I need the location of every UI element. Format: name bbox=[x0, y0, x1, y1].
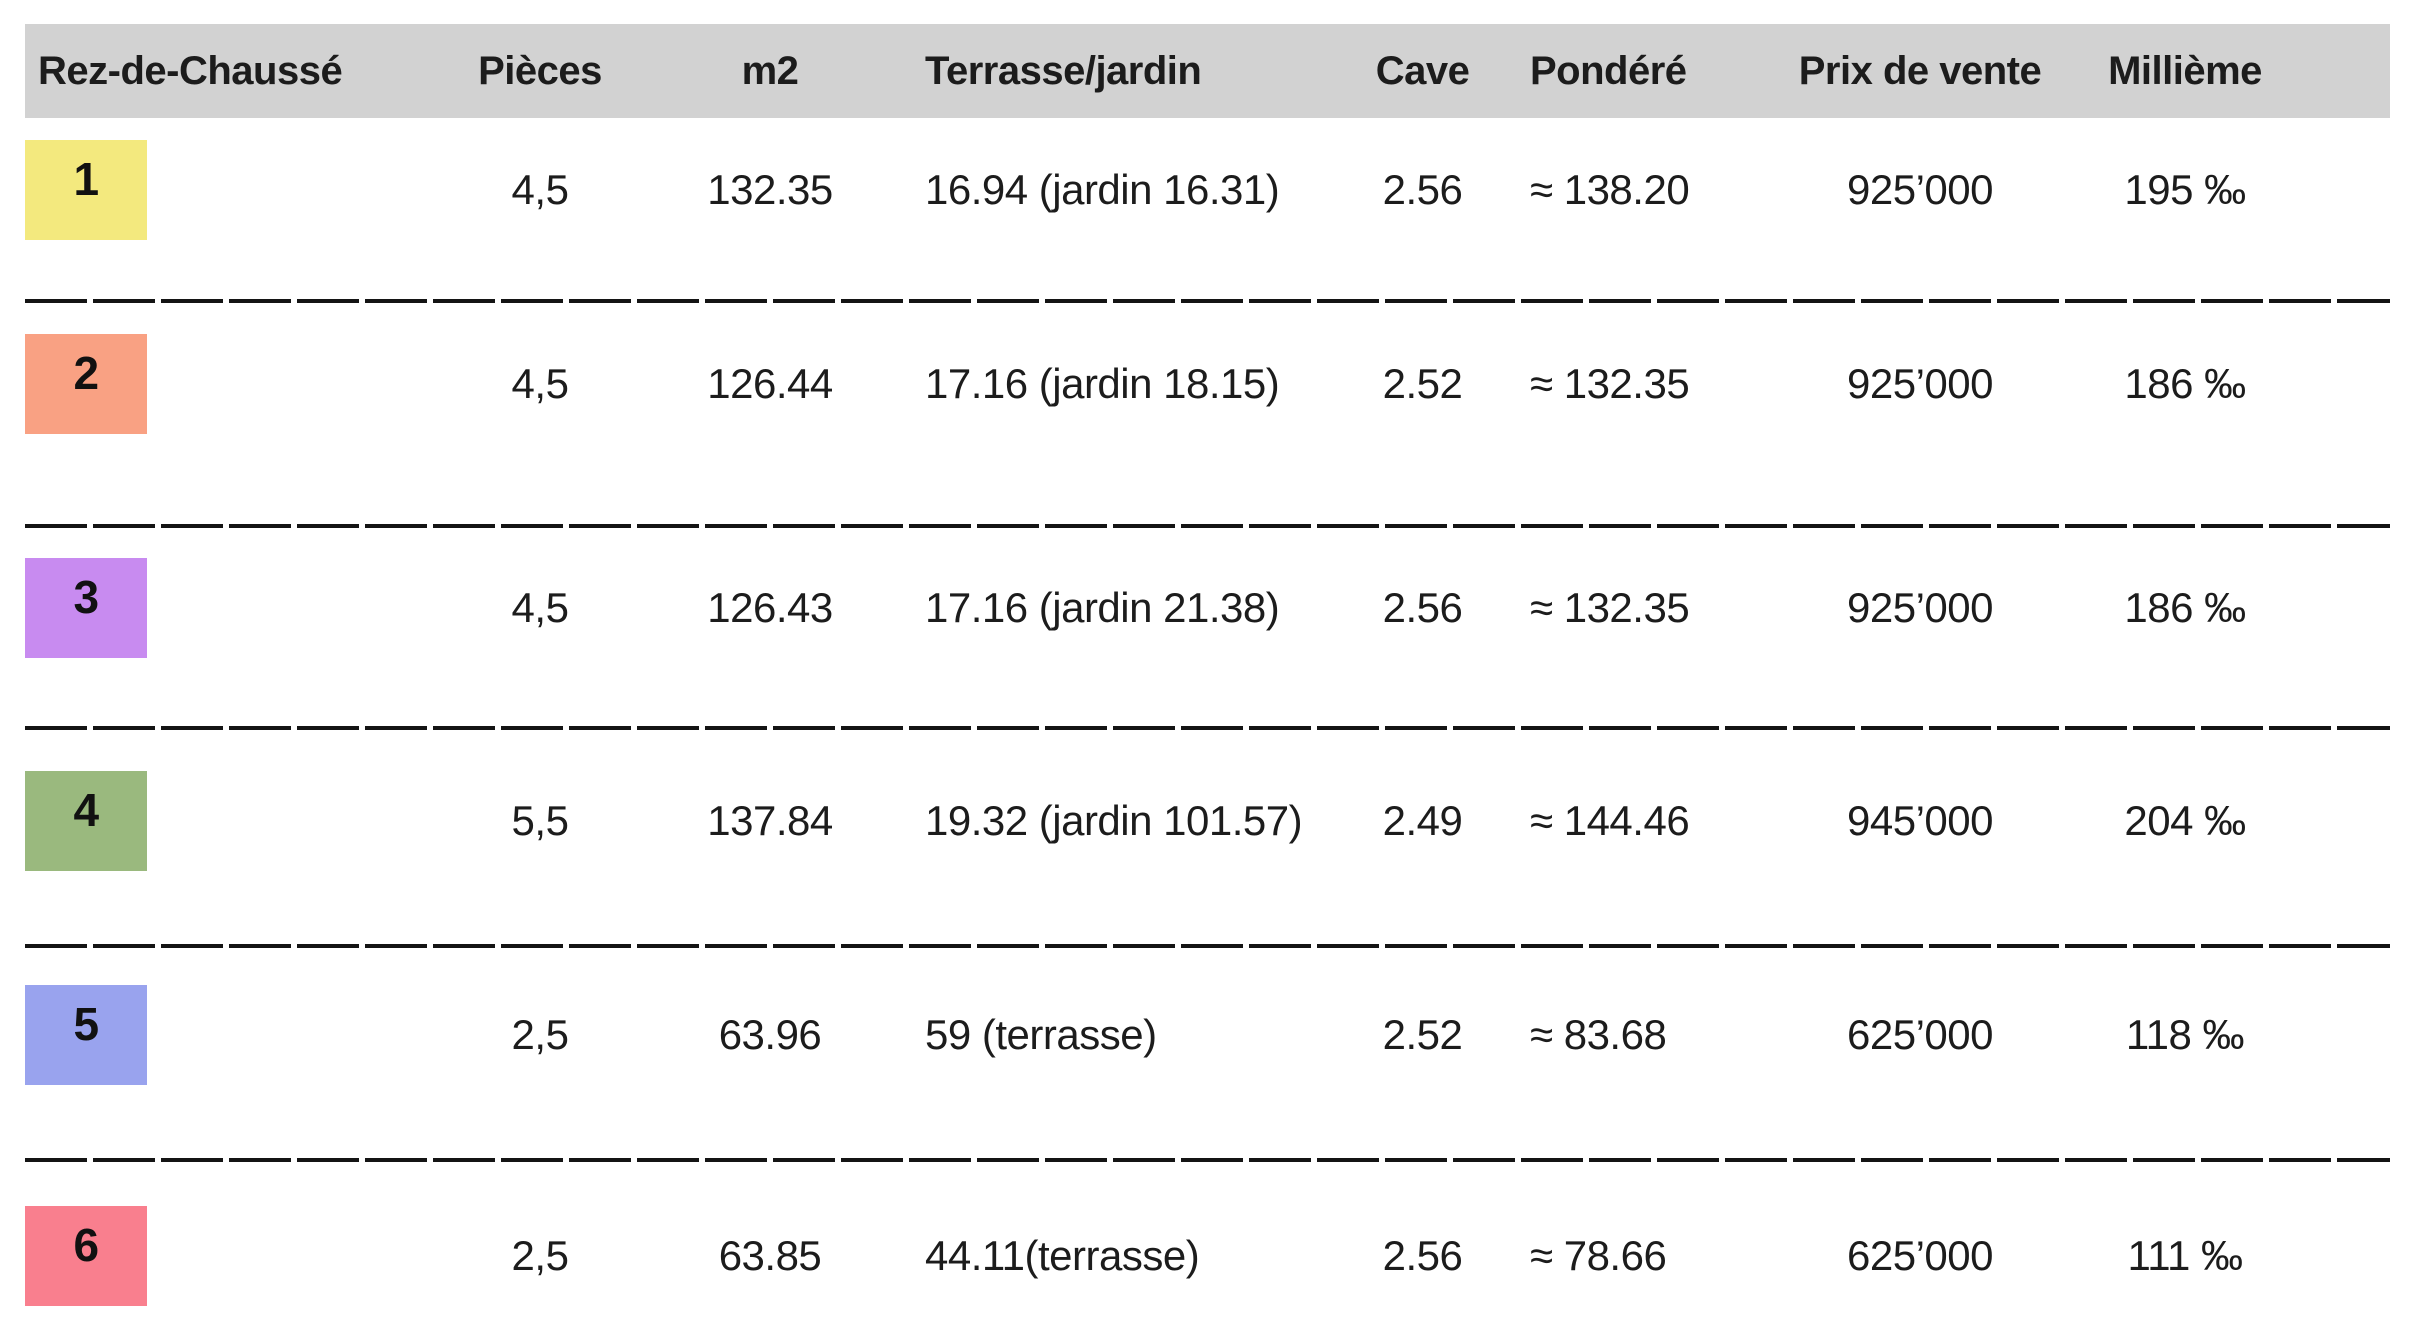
cell-pondere: ≈ 144.46 bbox=[1530, 797, 1690, 844]
column-header-pieces: Pièces bbox=[478, 48, 602, 93]
cell-prix: 925’000 bbox=[1847, 166, 1993, 213]
cell-pieces: 2,5 bbox=[511, 1011, 569, 1058]
cell-pieces: 5,5 bbox=[511, 797, 569, 844]
unit-badge: 2 bbox=[25, 334, 147, 434]
cell-m2: 126.43 bbox=[707, 584, 833, 631]
unit-badge: 5 bbox=[25, 985, 147, 1085]
column-header-terrasse-jardin: Terrasse/jardin bbox=[925, 48, 1202, 93]
cell-millieme: 111 ‰ bbox=[2127, 1232, 2243, 1279]
column-header-rez-de-chausse: Rez-de-Chaussé bbox=[38, 48, 343, 93]
table-row: 2 4,5 126.44 17.16 (jardin 18.15) 2.52 ≈… bbox=[25, 303, 2390, 528]
unit-badge: 6 bbox=[25, 1206, 147, 1306]
table-row: 1 4,5 132.35 16.94 (jardin 16.31) 2.56 ≈… bbox=[25, 118, 2390, 303]
row-divider bbox=[25, 726, 2390, 730]
cell-prix: 945’000 bbox=[1847, 797, 1993, 844]
cell-cave: 2.56 bbox=[1382, 1232, 1463, 1279]
table-row: 4 5,5 137.84 19.32 (jardin 101.57) 2.49 … bbox=[25, 730, 2390, 948]
cell-cave: 2.52 bbox=[1382, 360, 1463, 407]
cell-cave: 2.52 bbox=[1382, 1011, 1463, 1058]
column-header-pondere: Pondéré bbox=[1530, 48, 1687, 93]
cell-millieme: 186 ‰ bbox=[2124, 584, 2246, 631]
cell-m2: 63.96 bbox=[718, 1011, 822, 1058]
table-row: 5 2,5 63.96 59 (terrasse) 2.52 ≈ 83.68 6… bbox=[25, 948, 2390, 1162]
cell-m2: 63.85 bbox=[718, 1232, 822, 1279]
cell-millieme: 186 ‰ bbox=[2124, 360, 2246, 407]
cell-prix: 625’000 bbox=[1847, 1011, 1993, 1058]
cell-millieme: 118 ‰ bbox=[2125, 1011, 2245, 1058]
cell-pieces: 4,5 bbox=[511, 360, 569, 407]
cell-cave: 2.56 bbox=[1382, 584, 1463, 631]
cell-pieces: 4,5 bbox=[511, 166, 569, 213]
cell-terrasse: 16.94 (jardin 16.31) bbox=[925, 166, 1280, 213]
unit-badge: 1 bbox=[25, 140, 147, 240]
cell-pondere: ≈ 132.35 bbox=[1530, 584, 1690, 631]
cell-cave: 2.49 bbox=[1382, 797, 1463, 844]
cell-m2: 132.35 bbox=[707, 166, 833, 213]
cell-m2: 137.84 bbox=[707, 797, 833, 844]
row-divider bbox=[25, 1158, 2390, 1162]
column-header-cave: Cave bbox=[1375, 48, 1470, 93]
cell-m2: 126.44 bbox=[707, 360, 833, 407]
cell-pondere: ≈ 138.20 bbox=[1530, 166, 1690, 213]
unit-badge: 4 bbox=[25, 771, 147, 871]
cell-terrasse: 19.32 (jardin 101.57) bbox=[925, 797, 1303, 844]
cell-pondere: ≈ 132.35 bbox=[1530, 360, 1690, 407]
cell-millieme: 204 ‰ bbox=[2124, 797, 2246, 844]
cell-pieces: 2,5 bbox=[511, 1232, 569, 1279]
cell-prix: 925’000 bbox=[1847, 584, 1993, 631]
cell-prix: 625’000 bbox=[1847, 1232, 1993, 1279]
cell-pondere: ≈ 83.68 bbox=[1530, 1011, 1667, 1058]
price-table-sheet: Rez-de-Chaussé Pièces m2 Terrasse/jardin… bbox=[0, 24, 2418, 1322]
cell-pondere: ≈ 78.66 bbox=[1530, 1232, 1667, 1279]
column-header-prix-de-vente: Prix de vente bbox=[1798, 48, 2042, 93]
cell-cave: 2.56 bbox=[1382, 166, 1463, 213]
cell-terrasse: 44.11(terrasse) bbox=[925, 1232, 1200, 1279]
cell-terrasse: 17.16 (jardin 18.15) bbox=[925, 360, 1280, 407]
table-row: 6 2,5 63.85 44.11(terrasse) 2.56 ≈ 78.66… bbox=[25, 1162, 2390, 1322]
row-divider bbox=[25, 299, 2390, 303]
table-header-row: Rez-de-Chaussé Pièces m2 Terrasse/jardin… bbox=[25, 24, 2390, 118]
row-divider bbox=[25, 944, 2390, 948]
cell-millieme: 195 ‰ bbox=[2124, 166, 2246, 213]
cell-prix: 925’000 bbox=[1847, 360, 1993, 407]
cell-terrasse: 17.16 (jardin 21.38) bbox=[925, 584, 1280, 631]
cell-terrasse: 59 (terrasse) bbox=[925, 1011, 1157, 1058]
row-divider bbox=[25, 524, 2390, 528]
unit-badge: 3 bbox=[25, 558, 147, 658]
column-header-millieme: Millième bbox=[2108, 48, 2262, 93]
cell-pieces: 4,5 bbox=[511, 584, 569, 631]
table-row: 3 4,5 126.43 17.16 (jardin 21.38) 2.56 ≈… bbox=[25, 528, 2390, 730]
column-header-m2: m2 bbox=[741, 48, 799, 93]
